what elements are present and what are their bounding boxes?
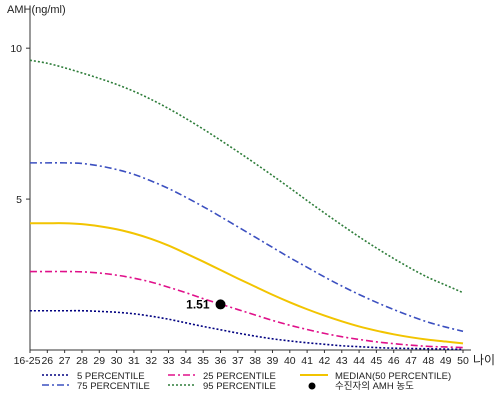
y-axis-label: AMH(ng/ml)	[7, 4, 66, 16]
x-tick-label: 34	[180, 355, 192, 367]
x-tick-label: 36	[215, 355, 227, 367]
x-tick-label: 35	[197, 355, 209, 367]
x-tick-label: 33	[163, 355, 175, 367]
x-tick-label: 38	[249, 355, 261, 367]
legend: 5 PERCENTILE 25 PERCENTILE MEDIAN(50 PERCE…	[42, 371, 451, 392]
legend-label: 95 PERCENTILE	[203, 381, 276, 392]
legend-label: 5 PERCENTILE	[77, 371, 145, 382]
x-tick-label: 16-25	[14, 355, 41, 367]
x-tick-label: 43	[336, 355, 348, 367]
x-tick-label: 42	[319, 355, 331, 367]
series-line	[30, 270, 464, 349]
x-tick-label: 49	[440, 355, 452, 367]
axes	[29, 6, 471, 351]
legend-label: 75 PERCENTILE	[77, 381, 150, 392]
y-ticks: 5 10	[10, 43, 30, 206]
legend-label: MEDIAN(50 PERCENTILE)	[335, 371, 451, 382]
legend-label: 25 PERCENTILE	[203, 371, 276, 382]
x-tick-label: 28	[76, 355, 88, 367]
x-tick-label: 30	[111, 355, 123, 367]
x-tick-label: 31	[128, 355, 140, 367]
patient-amh-value-label: 1.51	[186, 297, 210, 311]
x-tick-label: 41	[301, 355, 313, 367]
y-tick-label: 10	[10, 43, 22, 55]
x-tick-label: 39	[267, 355, 279, 367]
y-tick-label: 5	[16, 194, 22, 206]
series-line	[29, 222, 464, 345]
x-tick-label: 47	[405, 355, 417, 367]
x-ticks: 16-25 26 27 28 29 30 31 32 33 34 35 36 37 38 39 40 41 42 4…	[14, 350, 469, 367]
x-tick-label: 26	[41, 355, 53, 367]
patient-amh-point	[215, 299, 226, 310]
x-tick-label: 48	[423, 355, 435, 367]
series-line	[29, 59, 464, 294]
series-line	[30, 309, 464, 351]
x-tick-label: 40	[284, 355, 296, 367]
series-lines	[29, 59, 464, 351]
legend-point-label: 수진자의 AMH 농도	[335, 381, 414, 392]
x-tick-label: 29	[93, 355, 105, 367]
x-tick-label: 44	[353, 355, 365, 367]
x-tick-label: 32	[145, 355, 157, 367]
x-tick-label: 37	[232, 355, 244, 367]
data-points: 1.51	[186, 297, 226, 311]
x-axis-label: 나이	[473, 353, 495, 367]
series-line	[30, 162, 464, 333]
x-tick-label: 45	[371, 355, 383, 367]
x-tick-label: 46	[388, 355, 400, 367]
legend-point-marker	[308, 382, 316, 390]
x-tick-label: 50	[457, 355, 469, 367]
x-tick-label: 27	[59, 355, 71, 367]
